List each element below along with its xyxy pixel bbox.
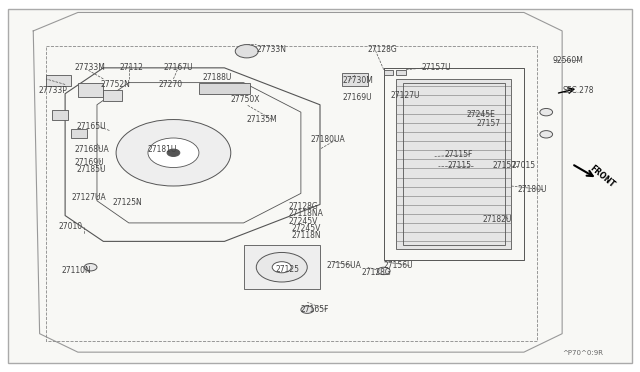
FancyBboxPatch shape: [72, 129, 88, 138]
Circle shape: [272, 262, 291, 273]
Text: SEC.278: SEC.278: [562, 86, 594, 94]
Text: ^P70^0:9R: ^P70^0:9R: [562, 350, 603, 356]
Text: 27752N: 27752N: [100, 80, 130, 89]
Circle shape: [540, 109, 552, 116]
Text: 27188U: 27188U: [202, 73, 232, 81]
Text: 27245V: 27245V: [288, 217, 317, 225]
Text: FRONT: FRONT: [588, 164, 616, 190]
FancyBboxPatch shape: [103, 90, 122, 101]
FancyBboxPatch shape: [244, 245, 320, 289]
FancyBboxPatch shape: [384, 70, 394, 75]
Text: 27180UA: 27180UA: [310, 135, 345, 144]
Text: 27110N: 27110N: [62, 266, 92, 275]
Text: 27135M: 27135M: [246, 115, 278, 124]
Text: 27733M: 27733M: [75, 63, 106, 72]
Text: 27157: 27157: [476, 119, 500, 128]
FancyBboxPatch shape: [46, 75, 72, 86]
Text: 27168UA: 27168UA: [75, 145, 109, 154]
Text: 27125N: 27125N: [113, 198, 143, 207]
Text: 27185U: 27185U: [77, 165, 106, 174]
Circle shape: [301, 306, 314, 313]
Text: 27112: 27112: [119, 63, 143, 72]
Text: 27733P: 27733P: [38, 86, 67, 94]
Text: 27118NA: 27118NA: [288, 209, 323, 218]
Text: 27128G: 27128G: [368, 45, 397, 54]
Text: 27165U: 27165U: [77, 122, 106, 131]
FancyBboxPatch shape: [78, 83, 103, 97]
FancyBboxPatch shape: [342, 73, 368, 86]
Circle shape: [378, 267, 390, 275]
Text: 27730M: 27730M: [342, 76, 373, 85]
Text: 27118N: 27118N: [291, 231, 321, 240]
Text: 27115: 27115: [447, 161, 472, 170]
Text: 27127UA: 27127UA: [72, 193, 106, 202]
Text: 27156UA: 27156UA: [326, 261, 361, 270]
Text: 27128G: 27128G: [362, 268, 391, 277]
Text: 27169U: 27169U: [342, 93, 372, 102]
Text: 27128G: 27128G: [288, 202, 318, 211]
FancyBboxPatch shape: [396, 70, 406, 75]
Text: 27169U: 27169U: [75, 157, 104, 167]
Text: 27750X: 27750X: [231, 95, 260, 104]
Text: 27127U: 27127U: [390, 91, 420, 100]
Circle shape: [540, 131, 552, 138]
Circle shape: [116, 119, 231, 186]
Text: 27180U: 27180U: [518, 185, 547, 194]
Text: 27167U: 27167U: [164, 63, 193, 72]
Text: 27245E: 27245E: [467, 109, 495, 119]
Circle shape: [148, 138, 199, 167]
Text: 92560M: 92560M: [552, 56, 584, 65]
Text: 27270: 27270: [159, 80, 183, 89]
FancyBboxPatch shape: [199, 83, 250, 94]
Circle shape: [84, 263, 97, 271]
Circle shape: [236, 45, 258, 58]
Circle shape: [256, 253, 307, 282]
Text: 27165F: 27165F: [301, 305, 330, 314]
Circle shape: [167, 149, 180, 157]
Text: 27181U: 27181U: [148, 145, 177, 154]
Text: 27010: 27010: [59, 222, 83, 231]
Text: 27157: 27157: [492, 161, 516, 170]
Text: 27733N: 27733N: [256, 45, 286, 54]
Text: 27115F: 27115F: [444, 150, 472, 159]
FancyBboxPatch shape: [8, 9, 632, 363]
Text: 27125: 27125: [275, 264, 300, 273]
Text: 27156U: 27156U: [384, 261, 413, 270]
Text: 27182U: 27182U: [483, 215, 512, 224]
Text: 27015: 27015: [511, 161, 535, 170]
FancyBboxPatch shape: [396, 79, 511, 249]
Text: 27157U: 27157U: [422, 63, 452, 72]
FancyBboxPatch shape: [52, 110, 68, 119]
Text: 27245V: 27245V: [291, 224, 321, 233]
